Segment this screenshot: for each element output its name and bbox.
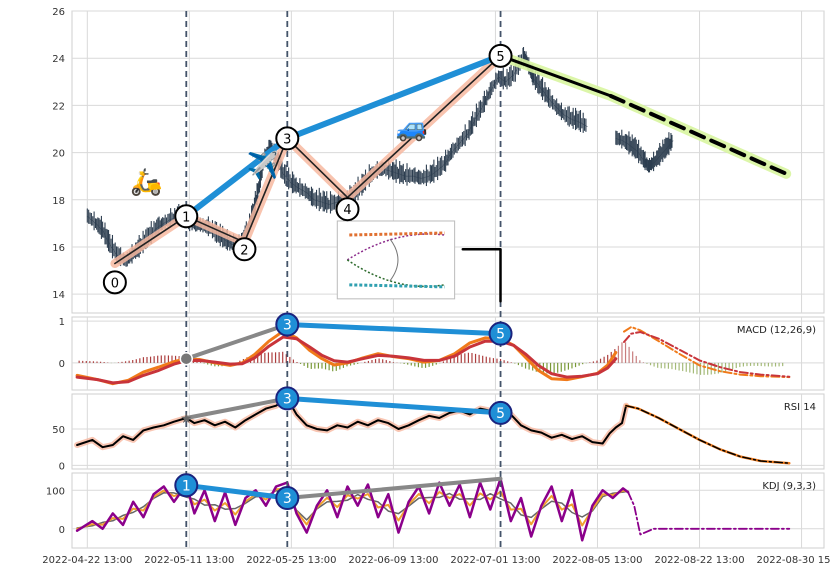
wave-circle-3-text: 3: [283, 132, 291, 147]
macd-signal-forecast: [623, 331, 791, 378]
macd-dot: [179, 351, 194, 366]
wave-circle-1-text: 1: [182, 210, 190, 225]
rsi-wave-circle-0-text: 3: [283, 391, 292, 407]
wave-circle-0-text: 0: [111, 276, 119, 291]
macd-signal: [75, 335, 618, 385]
macd-trend-line: [284, 322, 503, 337]
wave-circle-5: [488, 43, 513, 68]
y-tick-label-price: 18: [52, 196, 65, 207]
x-tick-label: 2022-08-30 15:00: [756, 555, 831, 566]
panel-label-rsi: RSI 14: [784, 402, 816, 413]
kdj-trend-line: [183, 482, 290, 501]
macd-wave-circle-1: [275, 312, 300, 337]
price-series-1: [615, 138, 674, 168]
x-tick-label: 2022-05-25 13:00: [246, 555, 336, 566]
y-tick-label-price: 20: [52, 149, 65, 160]
x-tick-label: 2022-07-01 13:00: [450, 555, 540, 566]
y-tick-label-rsi: 50: [52, 425, 65, 436]
wave-circle-4: [335, 197, 360, 222]
kdj-forecast: [627, 491, 791, 536]
kdj-wave-circle-0: [174, 473, 199, 498]
kdj-wave-circle-1: [275, 486, 300, 510]
emoji-icon-0: 🛵: [130, 167, 162, 197]
y-tick-label-macd: 1: [59, 317, 65, 328]
y-tick-label-price: 14: [52, 290, 65, 301]
y-tick-label-macd: 0: [59, 359, 65, 370]
y-tick-label-price: 24: [52, 54, 65, 65]
macd-wave-circle-1-text: 3: [283, 318, 292, 334]
macd-wave-circle-2-text: 5: [496, 327, 505, 343]
x-tick-label: 2022-08-05 13:00: [552, 555, 642, 566]
rsi-wave-circle-1: [488, 400, 513, 425]
macd-line-forecast: [623, 326, 791, 379]
wave-circle-4-text: 4: [343, 203, 351, 218]
panel-label-macd: MACD (12,26,9): [737, 325, 816, 336]
macd-wave-circle-2: [488, 321, 513, 346]
forecast-dashed: [608, 93, 789, 176]
x-tick-label: 2022-05-11 13:00: [144, 555, 234, 566]
y-tick-label-price: 26: [52, 7, 65, 18]
rsi-wave-circle-0: [275, 386, 300, 411]
wave-circle-3: [275, 126, 300, 151]
y-tick-label-kdj: 0: [59, 525, 65, 536]
rsi-gray-line: [184, 396, 290, 420]
rsi-line: [76, 397, 628, 449]
kdj-wave-circle-1-text: 3: [283, 491, 292, 507]
kdj-wave-circle-0-text: 1: [182, 478, 191, 494]
y-tick-label-price: 16: [52, 243, 65, 254]
kdj-gray-line: [285, 476, 503, 500]
wave-circle-2: [232, 237, 257, 262]
inset-connector: [461, 248, 502, 303]
forecast-solid: [499, 54, 613, 98]
kdj-j-line: [75, 477, 630, 542]
emoji-icon-2: 🚙: [396, 113, 428, 143]
wave-circle-1: [174, 204, 199, 229]
rsi-star-icon: ★: [180, 411, 193, 427]
x-tick-label: 2022-04-22 13:00: [42, 555, 132, 566]
rsi-forecast: [625, 404, 791, 464]
text-layer: 2022-04-22 13:00 2022-05-11 13:00 2022-05-…: [42, 7, 831, 566]
y-tick-label-price: 22: [52, 101, 65, 112]
rsi-wave-circle-1-text: 5: [496, 406, 505, 422]
inset-gray-curve: [389, 238, 399, 282]
inset-teal-bar: [349, 283, 445, 289]
wave-circle-2-text: 2: [240, 243, 248, 258]
wave-circle-5-text: 5: [496, 50, 504, 65]
rsi-trend-line: [284, 395, 503, 416]
emoji-icon-1: ✈️: [247, 149, 279, 181]
panel-rsi: [71, 393, 825, 470]
x-tick-label: 2022-08-22 13:00: [654, 555, 744, 566]
y-tick-label-kdj: 100: [46, 486, 65, 497]
wave-circle-0: [102, 270, 127, 295]
panel-label-kdj: KDJ (9,3,3): [762, 481, 816, 492]
x-tick-label: 2022-06-09 13:00: [348, 555, 438, 566]
y-tick-label-rsi: 0: [59, 461, 65, 472]
macd-gray-line: [184, 322, 290, 361]
wave-line: [114, 55, 502, 265]
inset-orange-bar: [349, 231, 445, 237]
